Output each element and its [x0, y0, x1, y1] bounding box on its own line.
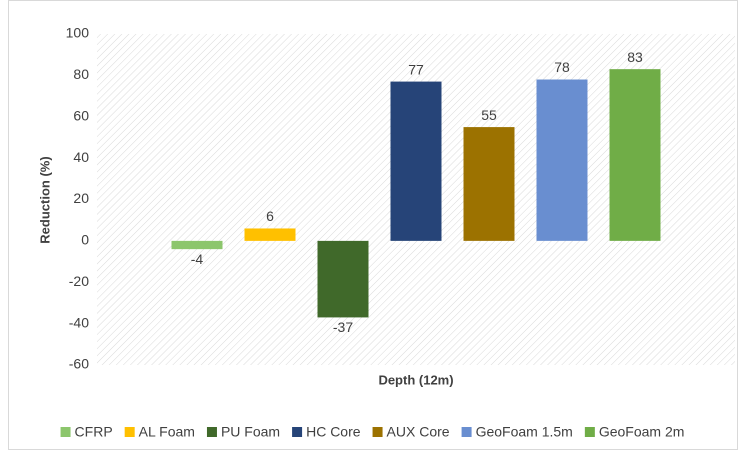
bar [609, 69, 661, 241]
legend-swatch [372, 427, 383, 437]
legend-swatch [461, 427, 472, 437]
y-tick-label: 100 [66, 25, 90, 41]
bar [244, 228, 296, 241]
legend-swatch [124, 427, 135, 437]
legend-label: PU Foam [221, 424, 280, 440]
data-label: -37 [333, 319, 353, 335]
data-label: 83 [627, 49, 643, 65]
legend-swatch [60, 427, 71, 437]
legend-swatch [584, 427, 595, 437]
bar [171, 240, 223, 250]
legend-label: GeoFoam 1.5m [476, 424, 573, 440]
y-tick-label: 40 [73, 149, 89, 165]
legend-label: AL Foam [139, 424, 195, 440]
y-axis-title: Reduction (%) [37, 156, 52, 243]
data-label: -4 [191, 251, 204, 267]
y-tick-label: 0 [81, 232, 89, 248]
legend-label: CFRP [75, 424, 113, 440]
bar [390, 81, 442, 241]
y-tick-label: -40 [69, 314, 89, 330]
x-category-label: Depth (12m) [378, 372, 453, 387]
data-label: 78 [554, 59, 570, 75]
legend-label: HC Core [306, 424, 361, 440]
bar [317, 240, 369, 318]
y-tick-label: -60 [69, 356, 89, 372]
data-label: 6 [266, 208, 274, 224]
bar [536, 79, 588, 241]
legend-label: AUX Core [387, 424, 450, 440]
y-tick-label: 20 [73, 190, 89, 206]
y-tick-label: -20 [69, 273, 89, 289]
legend-label: GeoFoam 2m [599, 424, 685, 440]
data-label: 77 [408, 61, 424, 77]
bar [463, 127, 515, 241]
y-tick-label: 80 [73, 66, 89, 82]
data-label: 55 [481, 107, 497, 123]
legend-swatch [292, 427, 303, 437]
legend-swatch [206, 427, 217, 437]
y-tick-label: 60 [73, 107, 89, 123]
